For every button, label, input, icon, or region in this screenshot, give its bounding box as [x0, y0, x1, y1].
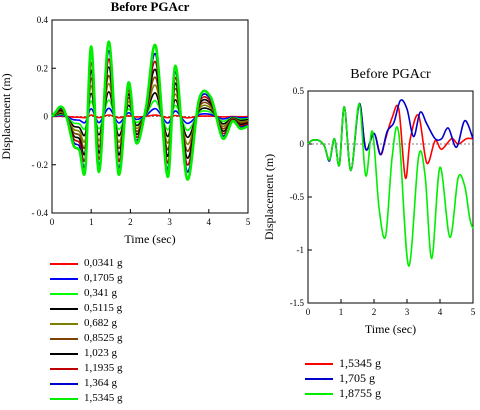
chart-1-series-line-1: [307, 99, 474, 172]
legend-label: 0,1705 g: [84, 272, 123, 284]
legend-swatch: [50, 277, 78, 280]
chart-0-y-tick-label: - 0.2: [32, 160, 49, 170]
legend-item: 0,5115 g: [50, 301, 123, 316]
legend-item: 1,5345 g: [50, 391, 123, 406]
chart-0-x-tick-label: 4: [207, 217, 212, 227]
legend-item: 1,364 g: [50, 376, 123, 391]
chart-0-y-tick-label: 0: [44, 112, 49, 122]
chart-0-x-tick-label: 1: [89, 217, 94, 227]
legend-swatch: [50, 262, 78, 265]
legend-item: 1,705 g: [305, 371, 381, 386]
legend-swatch: [50, 367, 78, 370]
chart-right-legend: 1,5345 g 1,705 g 1,8755 g: [305, 356, 381, 401]
chart-left-svg: Before PGAcr 0 1 2 3 4 5 - 0.4 - 0.2 0 0.2 0.4 Time …: [0, 0, 251, 246]
chart-left-panel: Before PGAcr 0 1 2 3 4 5 - 0.4 - 0.2 0 0.2 0.4 Time …: [0, 0, 251, 406]
legend-swatch: [50, 382, 78, 385]
legend-swatch: [305, 362, 333, 365]
chart-0-x-tick-label: 5: [246, 217, 251, 227]
legend-swatch: [305, 392, 333, 395]
legend-label: 1,5345 g: [84, 392, 123, 404]
chart-1-series-line-2: [307, 102, 474, 267]
legend-item: 1,8755 g: [305, 386, 381, 401]
legend-swatch: [50, 292, 78, 295]
chart-0-y-tick-label: 0.4: [37, 15, 49, 25]
chart-left-legend: 0,0341 g 0,1705 g 0,341 g 0,5115 g 0,682 g 0,…: [50, 256, 123, 406]
legend-item: 1,5345 g: [305, 356, 381, 371]
legend-label: 1,1935 g: [84, 362, 123, 374]
chart-0-x-tick-label: 2: [128, 217, 133, 227]
legend-label: 0,341 g: [84, 287, 117, 299]
chart-1-x-tick-label: 2: [372, 307, 377, 317]
legend-label: 0,682 g: [84, 317, 117, 329]
legend-label: 1,364 g: [84, 377, 117, 389]
chart-1-x-tick-label: 4: [438, 307, 443, 317]
legend-label: 0,0341 g: [84, 257, 123, 269]
legend-swatch: [50, 352, 78, 355]
legend-label: 1,705 g: [339, 371, 375, 385]
legend-label: 1,8755 g: [339, 386, 381, 400]
legend-swatch: [305, 377, 333, 380]
legend-item: 0,1705 g: [50, 271, 123, 286]
chart-0-x-tick-label: 0: [50, 217, 55, 227]
chart-0-title: Before PGAcr: [111, 0, 190, 14]
chart-1-y-tick-label: -1.5: [290, 298, 305, 308]
chart-right-svg: Before PGAcr 0 1 2 3 4 5 -1.5 -1 -0.5 0 0.5 Time (se…: [262, 67, 476, 336]
chart-0-y-tick-label: 0.2: [37, 63, 48, 73]
legend-swatch: [50, 322, 78, 325]
chart-0-y-axis-label: Displacement (m): [0, 73, 13, 159]
legend-label: 0,8525 g: [84, 332, 123, 344]
chart-1-x-tick-label: 5: [471, 307, 476, 317]
chart-1-y-tick-label: 0: [300, 139, 305, 149]
chart-1-x-tick-label: 0: [306, 307, 311, 317]
chart-0-y-tick-label: - 0.4: [32, 208, 49, 218]
legend-item: 0,682 g: [50, 316, 123, 331]
chart-1-y-axis-label: Displacement (m): [262, 154, 276, 240]
chart-1-title: Before PGAcr: [350, 67, 431, 82]
legend-item: 0,341 g: [50, 286, 123, 301]
legend-label: 1,5345 g: [339, 356, 381, 370]
chart-0-x-axis-label: Time (sec): [124, 232, 175, 246]
legend-item: 0,8525 g: [50, 331, 123, 346]
legend-label: 1,023 g: [84, 347, 117, 359]
chart-right-panel: Before PGAcr 0 1 2 3 4 5 -1.5 -1 -0.5 0 0.5 Time (se…: [255, 62, 480, 410]
legend-swatch: [50, 337, 78, 340]
chart-1-x-axis-label: Time (sec): [365, 322, 416, 336]
legend-item: 0,0341 g: [50, 256, 123, 271]
legend-item: 1,1935 g: [50, 361, 123, 376]
chart-1-x-tick-label: 1: [339, 307, 344, 317]
legend-swatch: [50, 307, 78, 310]
chart-1-y-tick-label: 0.5: [293, 86, 305, 96]
chart-1-y-tick-label: -1: [297, 245, 305, 255]
legend-item: 1,023 g: [50, 346, 123, 361]
chart-1-y-tick-label: -0.5: [290, 192, 305, 202]
chart-0-series-line-9: [51, 40, 249, 181]
chart-0-x-tick-label: 3: [167, 217, 172, 227]
chart-1-x-tick-label: 3: [405, 307, 410, 317]
legend-label: 0,5115 g: [84, 302, 123, 314]
legend-swatch: [50, 397, 78, 400]
